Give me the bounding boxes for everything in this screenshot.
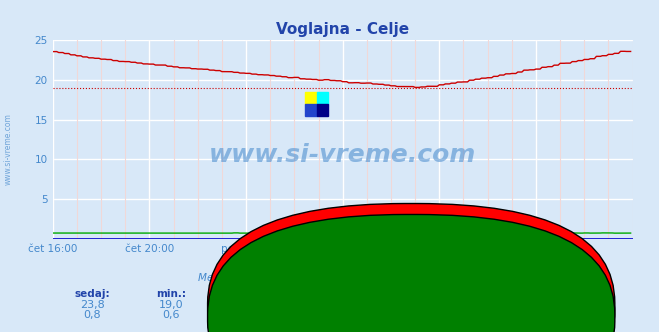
Text: www.si-vreme.com: www.si-vreme.com	[3, 114, 13, 185]
Text: min.:: min.:	[156, 289, 186, 299]
Text: Voglajna - Celje: Voglajna - Celje	[422, 289, 513, 299]
Text: povpr.:: povpr.:	[230, 289, 271, 299]
Text: 0,8: 0,8	[242, 310, 259, 320]
Text: www.si-vreme.com: www.si-vreme.com	[209, 143, 476, 167]
Text: 0,6: 0,6	[163, 310, 180, 320]
Bar	[305, 104, 316, 116]
Text: 19,0: 19,0	[159, 300, 184, 310]
Text: pretok[m3/s]: pretok[m3/s]	[422, 311, 490, 321]
Bar	[316, 104, 328, 116]
Title: Voglajna - Celje: Voglajna - Celje	[276, 22, 409, 37]
Text: sedaj:: sedaj:	[74, 289, 110, 299]
Text: temperatura[C]: temperatura[C]	[422, 300, 503, 310]
Text: zadnji dan / 5 minut.: zadnji dan / 5 minut.	[276, 261, 383, 271]
Text: Meritve: trenutne  Enote: metrične  Črta: minmum: Meritve: trenutne Enote: metrične Črta: …	[198, 273, 461, 283]
Bar	[305, 92, 316, 104]
Bar	[316, 92, 328, 104]
Text: 23,8: 23,8	[317, 300, 342, 310]
Text: Slovenija / reke in morje.: Slovenija / reke in morje.	[265, 249, 394, 259]
Text: 1,0: 1,0	[321, 310, 338, 320]
Text: 23,8: 23,8	[80, 300, 105, 310]
Text: maks.:: maks.:	[310, 289, 349, 299]
Text: 21,0: 21,0	[238, 300, 263, 310]
Text: 0,8: 0,8	[84, 310, 101, 320]
